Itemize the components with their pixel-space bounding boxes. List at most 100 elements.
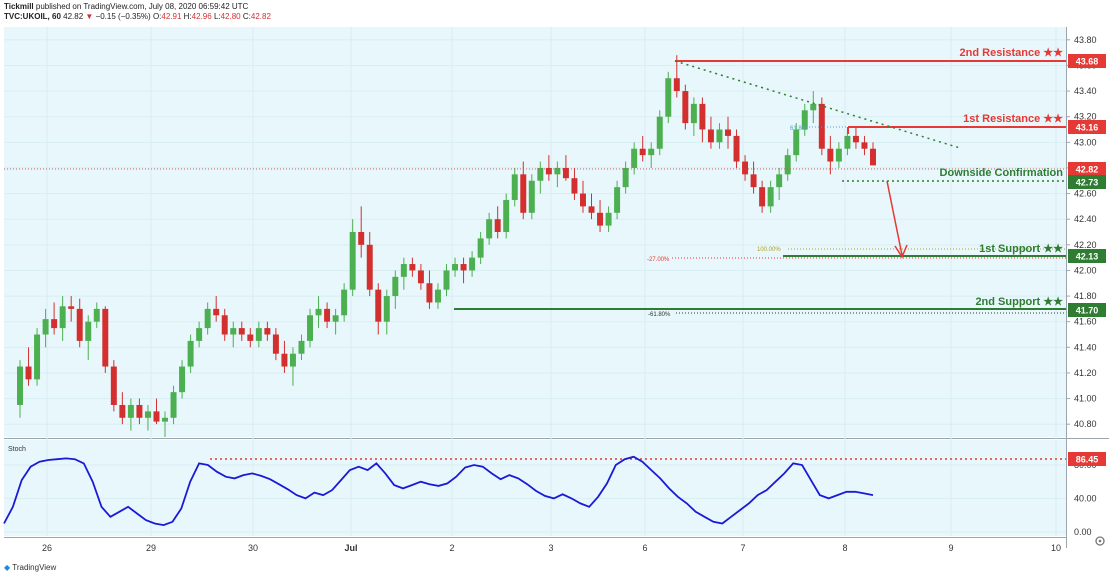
time-tick-label: 29 xyxy=(146,543,156,553)
candle xyxy=(170,385,177,425)
candle xyxy=(34,328,41,386)
candle-body xyxy=(230,328,237,335)
candle xyxy=(409,257,416,277)
candle-body xyxy=(528,180,535,213)
fib-neg618-label: -61.80% xyxy=(648,312,671,318)
candle xyxy=(247,328,254,348)
candle xyxy=(742,155,749,181)
candle-body xyxy=(477,238,484,258)
support-1-label: 1st Support ★★ xyxy=(979,243,1063,255)
candle-body xyxy=(281,353,288,367)
candle-body xyxy=(511,174,518,200)
candle-body xyxy=(349,232,356,290)
candle-body xyxy=(417,270,424,284)
candle xyxy=(673,55,680,98)
candle xyxy=(852,126,859,149)
projection-arrow[interactable] xyxy=(886,180,903,256)
downside-confirmation-badge xyxy=(1068,175,1106,189)
candle-body xyxy=(324,308,331,322)
candle xyxy=(511,167,518,207)
candle-body xyxy=(426,283,433,303)
stoch-pane[interactable] xyxy=(4,440,1066,536)
candle xyxy=(298,334,305,361)
candle xyxy=(85,315,92,361)
candle-body xyxy=(861,142,868,149)
downside-confirmation-value: 42.73 xyxy=(1076,178,1099,188)
candle-body xyxy=(17,366,23,405)
candle xyxy=(272,328,279,361)
fib-100-label: 100.00% xyxy=(757,247,781,253)
candle-body xyxy=(42,319,49,335)
candle-body xyxy=(162,417,168,422)
candle-body xyxy=(537,167,544,181)
low-label: L: xyxy=(213,12,221,21)
candle-body xyxy=(93,308,100,322)
candle xyxy=(656,110,663,156)
publish-info: Tickmill published on TradingView.com, J… xyxy=(4,2,248,12)
candle xyxy=(358,206,365,258)
candle-body xyxy=(776,174,783,188)
stoch-tick-label: 40.00 xyxy=(1074,493,1097,503)
candle-body xyxy=(656,116,663,149)
candle-body xyxy=(127,404,134,418)
time-tick-label: 26 xyxy=(42,543,52,553)
candle xyxy=(597,199,604,232)
publisher-name[interactable]: Tickmill xyxy=(4,2,34,11)
candle-body xyxy=(588,206,595,213)
price-chart[interactable]: 43.8043.6043.4043.2043.0042.8042.6042.40… xyxy=(0,24,1109,562)
candle xyxy=(281,340,288,373)
candle xyxy=(835,142,842,168)
candle xyxy=(503,193,510,239)
high-value: 42.96 xyxy=(191,12,212,21)
candle xyxy=(76,298,83,348)
main-pane[interactable] xyxy=(4,27,1066,437)
resistance-1-value: 43.16 xyxy=(1076,123,1099,133)
candle-body xyxy=(682,91,689,124)
candle-body xyxy=(852,135,859,143)
brand-name: TradingView xyxy=(12,563,57,572)
candle xyxy=(332,308,339,335)
candle xyxy=(716,123,723,149)
candle xyxy=(537,161,544,194)
candle-body xyxy=(119,404,126,418)
descending-trendline[interactable] xyxy=(674,60,961,149)
candle xyxy=(289,347,296,386)
price-change: −0.15 (−0.35%) xyxy=(95,12,151,21)
tradingview-logo-icon: ◆ xyxy=(4,563,11,572)
down-arrow-icon: ▼ xyxy=(85,12,94,21)
price-tick-label: 43.40 xyxy=(1074,86,1097,96)
candle xyxy=(238,321,245,341)
candle-body xyxy=(170,392,177,418)
candle xyxy=(221,308,228,341)
resistance-2-value: 43.68 xyxy=(1076,57,1099,67)
candle-body xyxy=(870,148,876,166)
last-price: 42.82 xyxy=(63,12,84,21)
candle xyxy=(68,296,75,322)
candle xyxy=(213,296,220,322)
candle xyxy=(230,321,237,348)
candle xyxy=(605,206,612,232)
candle xyxy=(119,392,126,425)
candle xyxy=(707,116,714,149)
candle xyxy=(93,302,100,329)
stoch-level-value: 86.45 xyxy=(1076,455,1099,465)
symbol-name[interactable]: TVC:UKOIL, 60 xyxy=(4,12,61,21)
symbol-info: TVC:UKOIL, 60 42.82 ▼ −0.15 (−0.35%) O:4… xyxy=(4,12,271,22)
support-2-label: 2nd Support ★★ xyxy=(975,296,1063,308)
candle xyxy=(520,161,527,220)
tradingview-brand[interactable]: ◆ TradingView xyxy=(4,563,56,572)
candle xyxy=(315,296,322,329)
support-2-badge xyxy=(1068,303,1106,317)
candle-body xyxy=(272,334,279,354)
time-tick-label: 9 xyxy=(948,543,953,553)
candle-body xyxy=(631,148,638,168)
candle-body xyxy=(238,328,245,335)
settings-gear-icon[interactable] xyxy=(1095,536,1105,546)
candle-body xyxy=(699,103,706,130)
price-tick-label: 43.20 xyxy=(1074,112,1097,122)
candle xyxy=(639,135,646,162)
time-tick-label: 3 xyxy=(548,543,553,553)
candle-body xyxy=(25,366,32,380)
candle-body xyxy=(332,315,339,322)
